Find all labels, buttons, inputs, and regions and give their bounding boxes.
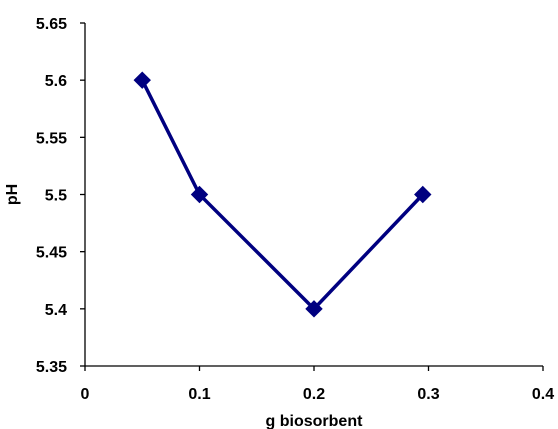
data-point-marker bbox=[414, 185, 432, 204]
x-tick-label: 0.1 bbox=[188, 386, 210, 403]
x-tick-label: 0.3 bbox=[417, 386, 439, 403]
plot-area bbox=[133, 71, 432, 318]
y-tick-label: 5.45 bbox=[36, 245, 67, 262]
x-tick-label: 0.2 bbox=[303, 386, 325, 403]
y-tick-label: 5.35 bbox=[36, 359, 67, 376]
y-tick-label: 5.55 bbox=[36, 130, 67, 147]
x-tick-label: 0 bbox=[81, 386, 90, 403]
data-point-marker bbox=[305, 300, 323, 318]
y-tick-label: 5.65 bbox=[36, 16, 67, 33]
ticks: 5.35 5.4 5.45 5.5 5.55 5.6 5.65 0 0.1 0.2 0.3 0.4 bbox=[36, 16, 554, 403]
data-point-marker bbox=[133, 71, 151, 89]
x-axis-title: g biosorbent bbox=[266, 413, 364, 429]
data-point-marker bbox=[190, 185, 209, 204]
y-tick-label: 5.5 bbox=[45, 188, 67, 205]
series-line bbox=[140, 79, 425, 312]
x-tick-label: 0.4 bbox=[532, 386, 554, 403]
y-axis-title: pH bbox=[4, 184, 21, 205]
y-tick-label: 5.4 bbox=[45, 302, 67, 319]
y-tick-label: 5.6 bbox=[45, 73, 67, 90]
